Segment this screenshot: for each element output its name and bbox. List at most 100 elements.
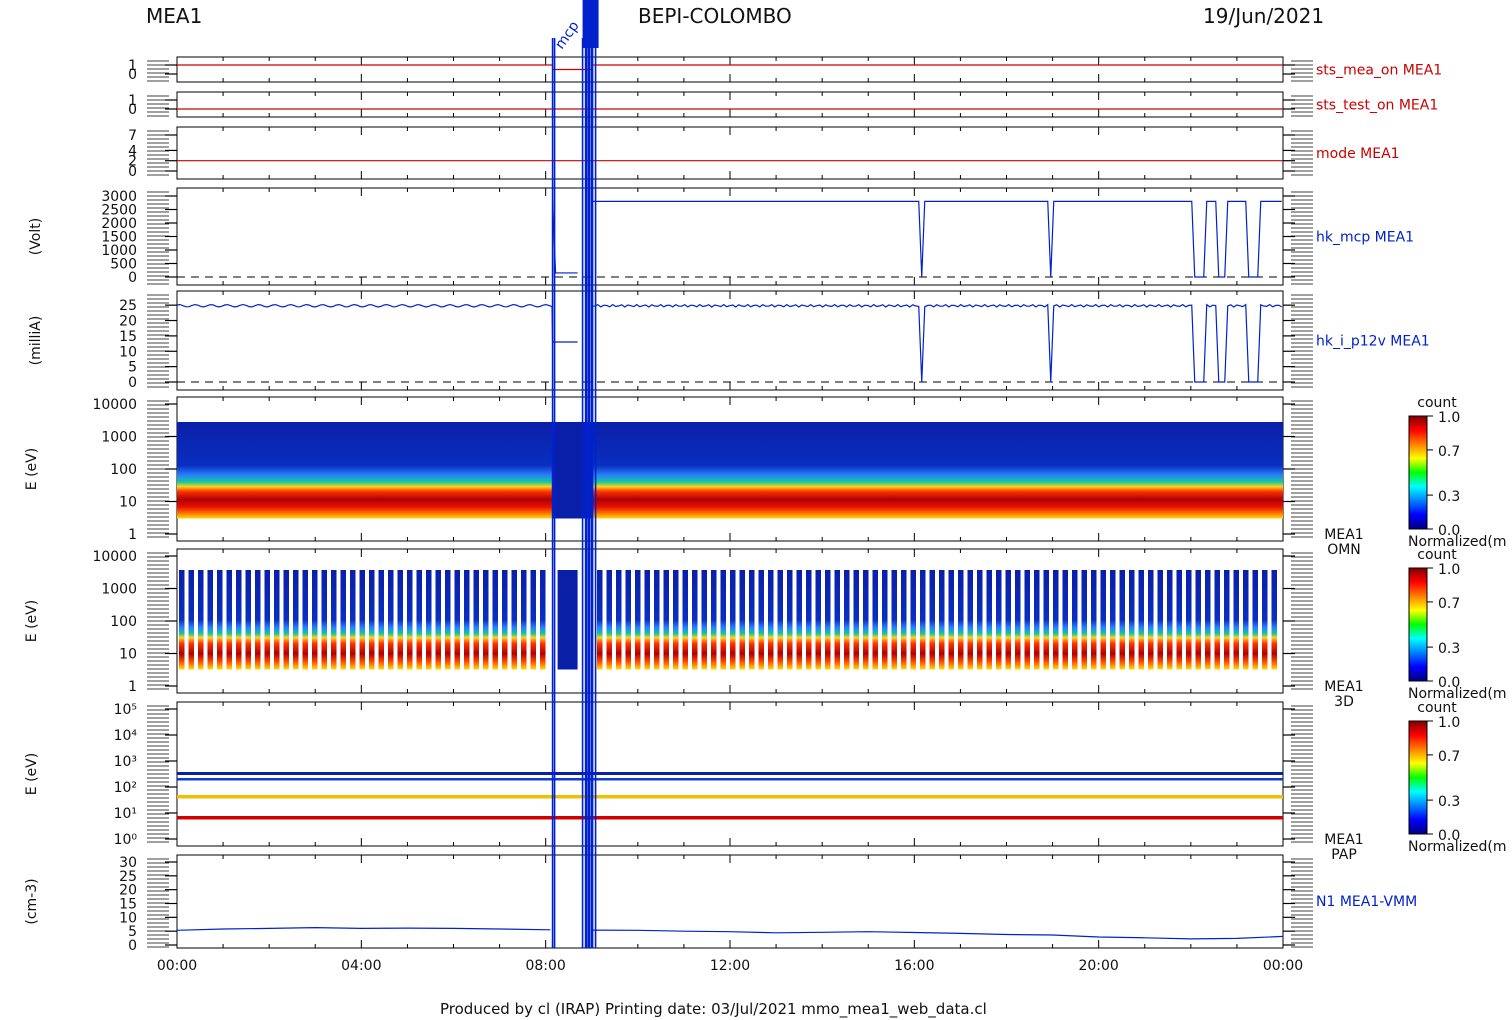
spectrogram-3d-colorbar	[1408, 567, 1428, 682]
spectrogram-3d-sweep-bar	[236, 570, 242, 670]
panel-hk_mcp-y-tick-label: 1500	[101, 230, 137, 246]
spectrogram-omn-label-bottom: OMN	[1327, 542, 1361, 558]
spectrogram-3d-sweep-bar	[331, 570, 337, 670]
spectrogram-3d-sweep-bar	[1062, 570, 1068, 670]
spectrogram-pap-y-tick-label: 10⁵	[114, 702, 137, 718]
spectrogram-3d-sweep-bar	[1271, 570, 1277, 670]
spectrogram-3d-sweep-bar	[1148, 570, 1154, 670]
spectrogram-3d-sweep-bar	[1138, 570, 1144, 670]
spectrogram-3d-sweep-bar	[996, 570, 1002, 670]
spectrogram-3d-sweep-bar	[1252, 570, 1258, 670]
spectrogram-3d-sweep-bar	[711, 570, 717, 670]
spectrogram-3d-sweep-bar	[673, 570, 679, 670]
panel-sts_test_on-series-label: sts_test_on MEA1	[1316, 98, 1438, 114]
spectrogram-3d-sweep-bar	[1167, 570, 1173, 670]
panel-hk_mcp-y-tick-label: 2000	[101, 216, 137, 232]
overlay-label-mcp: mcp	[552, 18, 583, 52]
spectrogram-3d-sweep-bar	[1005, 570, 1011, 670]
date-title: 19/Jun/2021	[1203, 4, 1324, 28]
spectrogram-3d-sweep-bar	[806, 570, 812, 670]
spectrogram-3d-sweep-bar	[1043, 570, 1049, 670]
spectrogram-3d-label-top: MEA1	[1324, 679, 1363, 695]
spectrogram-3d-sweep-bar	[530, 570, 536, 670]
spectrogram-3d-sweep-bar	[483, 570, 489, 670]
spectrogram-3d-colorbar-title: count	[1417, 547, 1457, 563]
spectrogram-3d-sweep-bar	[891, 570, 897, 670]
panel-hk_mcp-y-tick-label: 2500	[101, 203, 137, 219]
panel-sts_mea_on-y-tick-label: 1	[128, 58, 137, 74]
spectrogram-3d-sweep-bar	[492, 570, 498, 670]
panel-sts_mea_on-series-line	[177, 64, 1283, 71]
spectrogram-omn-colorbar-label: Normalized(m	[1408, 534, 1507, 550]
spectrogram-3d-colorbar-label: Normalized(m	[1408, 686, 1507, 702]
spectrogram-pap-colorbar-label: Normalized(m	[1408, 839, 1507, 855]
panel-hk_i_p12v-y-tick-label: 5	[128, 360, 137, 376]
spectrogram-3d-sweep-bar	[188, 570, 194, 670]
spectrogram-3d-sweep-bar	[245, 570, 251, 670]
spectrogram-3d-sweep-bar	[283, 570, 289, 670]
panel-n1-y-label: (cm-3)	[24, 878, 40, 924]
panel-n1-y-tick-label: 10	[119, 910, 137, 926]
spectrogram-pap-colorbar-title: count	[1417, 700, 1457, 716]
spectrogram-3d-sweep-bar	[749, 570, 755, 670]
panel-hk_mcp-series-line	[551, 200, 1282, 278]
spectrogram-3d-sweep-bar	[359, 570, 365, 670]
panel-hk_mcp-y-tick-label: 1000	[101, 243, 137, 259]
spectrogram-3d-sweep-bar	[1195, 570, 1201, 670]
spectrogram-pap-energy-band	[177, 816, 1283, 820]
spectrogram-3d-sweep-bar	[264, 570, 270, 670]
panel-n1-y-tick-label: 15	[119, 897, 137, 913]
panel-n1-y-tick-label: 0	[128, 938, 137, 954]
panel-hk_i_p12v-y-tick-label: 20	[119, 314, 137, 330]
spectrogram-3d-sweep-bar	[939, 570, 945, 670]
panel-hk_mcp-frame	[176, 187, 1284, 286]
spectrogram-3d-colorbar-tick-label: 0.7	[1438, 596, 1460, 612]
panel-sts_mea_on-series-label: sts_mea_on MEA1	[1316, 63, 1442, 79]
spectrogram-omn-y-tick-label: 10000	[92, 397, 137, 413]
spectrogram-omn-colorbar-tick-label: 0.7	[1438, 444, 1460, 460]
panel-hk_i_p12v-series-label: hk_i_p12v MEA1	[1316, 334, 1430, 350]
panel-hk_i_p12v-series-line	[176, 303, 1283, 383]
spectrogram-3d-colorbar-tick-label: 1.0	[1438, 562, 1460, 578]
panel-hk_i_p12v-y-tick-label: 10	[119, 344, 137, 360]
spectrogram-pap-y-tick-label: 10³	[114, 754, 137, 770]
spectrogram-omn-label-top: MEA1	[1324, 527, 1363, 543]
spectrogram-omn-y-tick-label: 100	[110, 462, 137, 478]
panel-sts_mea_on-y-tick-label: 0	[128, 67, 137, 83]
spectrogram-3d-sweep-bar	[226, 570, 232, 670]
spectrogram-3d-sweep-bar	[255, 570, 261, 670]
panel-hk_i_p12v-y-label: (milliA)	[28, 316, 44, 366]
spectrogram-3d-sweep-bar	[616, 570, 622, 670]
panel-n1-series-label: N1 MEA1-VMM	[1316, 894, 1417, 910]
time-axis-label: 00:00	[157, 958, 197, 974]
spectrogram-pap-colorbar-tick-label: 1.0	[1438, 715, 1460, 731]
spectrogram-pap-colorbar-tick-label: 0.7	[1438, 749, 1460, 765]
spectrogram-3d-sweep-bar	[1015, 570, 1021, 670]
spectrogram-3d-sweep-bar	[407, 570, 413, 670]
spectrogram-3d-sweep-bar	[986, 570, 992, 670]
spectrogram-3d-sweep-bar	[1100, 570, 1106, 670]
spectrogram-omn-colorbar-tick-label: 1.0	[1438, 410, 1460, 426]
spectrogram-3d-sweep-bar	[958, 570, 964, 670]
spectrogram-3d-sweep-bar	[834, 570, 840, 670]
spectrogram-pap-label-top: MEA1	[1324, 832, 1363, 848]
footer-credit: Produced by cl (IRAP) Printing date: 03/…	[440, 1000, 987, 1019]
spectrogram-3d-sweep-bar	[454, 570, 460, 670]
spectrogram-3d-sweep-bar	[625, 570, 631, 670]
spectrogram-3d-sweep-bar	[787, 570, 793, 670]
spectrogram-3d-sweep-bar	[302, 570, 308, 670]
panel-sts_test_on-y-tick-label: 0	[128, 102, 137, 118]
spectrogram-pap-energy-band	[177, 778, 1283, 781]
panel-n1-frame	[176, 854, 1284, 949]
spectrogram-3d-y-label: E (eV)	[24, 600, 40, 642]
spectrogram-3d-sweep-bar	[901, 570, 907, 670]
spectrogram-3d-sweep-bar	[1224, 570, 1230, 670]
spectrogram-omn-colorbar-tick-label: 0.3	[1438, 489, 1460, 505]
panel-hk_mcp-y-tick-label: 500	[110, 257, 137, 273]
spectrogram-3d-sweep-bar	[597, 570, 603, 670]
panel-mode-y-tick-label: 7	[128, 128, 137, 144]
spectrogram-pap-y-tick-label: 10⁴	[114, 728, 138, 744]
time-axis-label: 08:00	[525, 958, 565, 974]
spectrogram-3d-sweep-bar	[198, 570, 204, 670]
